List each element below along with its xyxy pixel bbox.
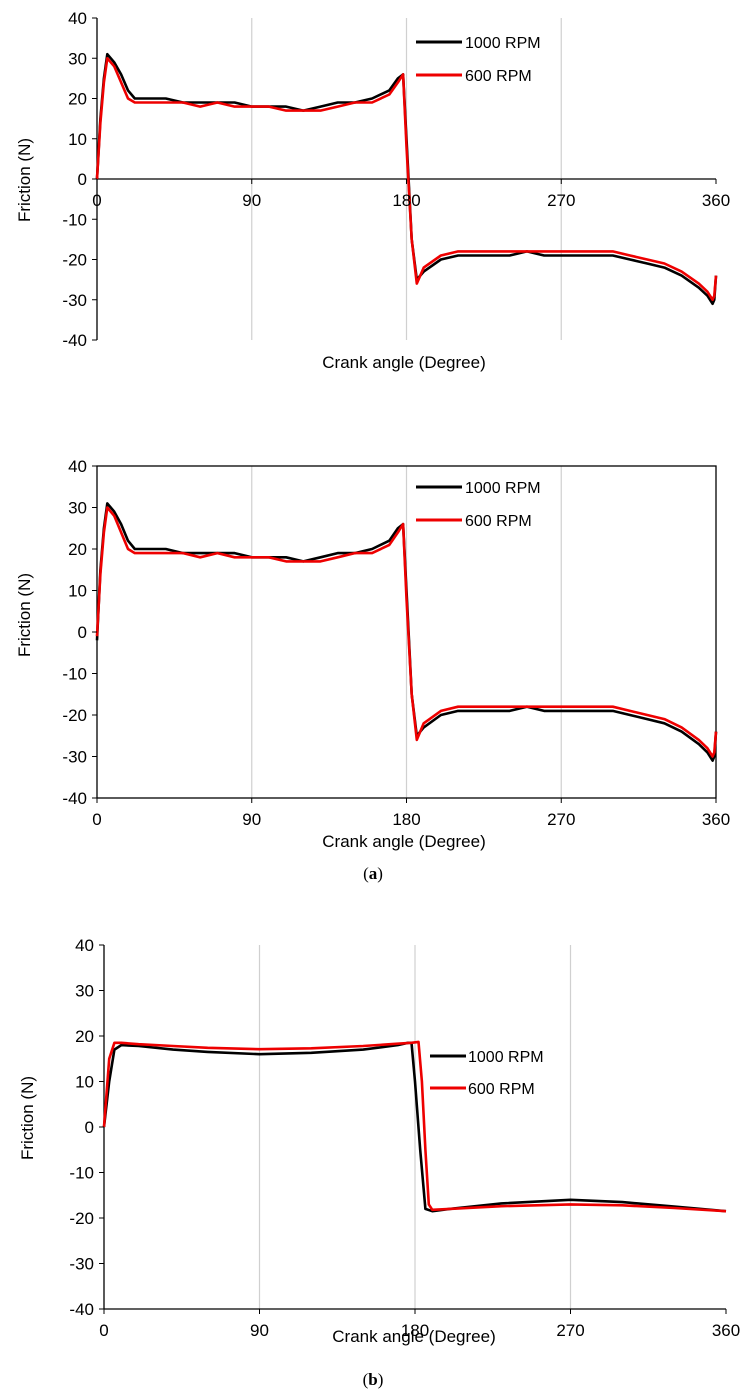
- y-tick-label: -10: [62, 210, 87, 229]
- y-tick-label: 0: [85, 1118, 94, 1137]
- y-tick-label: 0: [78, 170, 87, 189]
- y-tick-label: 10: [68, 130, 87, 149]
- y-tick-label: 20: [68, 90, 87, 109]
- series-line-600-rpm: [95, 56, 718, 302]
- legend-label-1000-rpm: 1000 RPM: [465, 480, 541, 497]
- x-tick-label: 360: [702, 191, 730, 210]
- y-tick-label: -10: [69, 1164, 94, 1183]
- y-tick-label: 10: [68, 582, 87, 601]
- caption-a-letter: a: [368, 864, 378, 883]
- caption-b: (b): [362, 1370, 384, 1389]
- series-line-600-rpm: [95, 506, 718, 758]
- friction-chart-top: 40 30 20 10 0 -10 -20 -30 -40 0 90 180 270 360 Crank…: [15, 9, 730, 372]
- y-tick-label: -30: [69, 1255, 94, 1274]
- legend-label-600-rpm: 600 RPM: [468, 1081, 535, 1098]
- x-tick-label: 180: [392, 810, 420, 829]
- friction-chart-b: 40 30 20 10 0 -10 -20 -30 -40 0 90 180 270 360 Crank…: [18, 936, 740, 1346]
- y-tick-label: -10: [62, 665, 87, 684]
- series-line-600-rpm: [102, 1040, 727, 1213]
- y-axis-title: Friction (N): [15, 573, 34, 657]
- y-tick-label: 10: [75, 1073, 94, 1092]
- x-tick-label: 0: [92, 810, 101, 829]
- y-tick-label: -40: [62, 789, 87, 808]
- caption-a: (a): [363, 864, 383, 883]
- x-tick-label: 180: [401, 1321, 429, 1340]
- x-tick-label: 0: [92, 191, 101, 210]
- legend-label-600-rpm: 600 RPM: [465, 68, 532, 85]
- y-tick-label: 30: [75, 982, 94, 1001]
- friction-chart-a: 40 30 20 10 0 -10 -20 -30 -40 0 90 180 270 360 Crank…: [15, 457, 730, 851]
- y-tick-label: -20: [62, 706, 87, 725]
- caption-b-letter: b: [368, 1370, 378, 1389]
- y-tick-label: 40: [68, 9, 87, 28]
- legend: 1000 RPM 600 RPM: [416, 35, 541, 85]
- x-axis-title: Crank angle (Degree): [322, 353, 485, 372]
- y-tick-label: 40: [68, 457, 87, 476]
- x-axis-title: Crank angle (Degree): [322, 832, 485, 851]
- y-tick-label: -30: [62, 291, 87, 310]
- x-tick-label: 270: [547, 810, 575, 829]
- y-tick-label: 30: [68, 499, 87, 518]
- y-tick-label: 20: [75, 1027, 94, 1046]
- x-tick-label: 360: [712, 1321, 740, 1340]
- legend-label-1000-rpm: 1000 RPM: [465, 35, 541, 52]
- x-tick-label: 90: [242, 810, 261, 829]
- y-tick-label: 0: [78, 623, 87, 642]
- y-tick-label: -40: [69, 1300, 94, 1319]
- y-tick-label: -30: [62, 748, 87, 767]
- y-tick-label: 40: [75, 936, 94, 955]
- y-tick-label: 20: [68, 540, 87, 559]
- x-tick-label: 90: [250, 1321, 269, 1340]
- x-tick-label: 180: [392, 191, 420, 210]
- x-tick-label: 360: [702, 810, 730, 829]
- y-axis-title: Friction (N): [18, 1076, 37, 1160]
- y-tick-label: -20: [62, 251, 87, 270]
- x-tick-label: 270: [556, 1321, 584, 1340]
- x-tick-label: 270: [547, 191, 575, 210]
- legend-label-600-rpm: 600 RPM: [465, 513, 532, 530]
- y-tick-label: 30: [68, 49, 87, 68]
- y-tick-label: -40: [62, 331, 87, 350]
- legend: 1000 RPM 600 RPM: [416, 480, 541, 530]
- legend: 1000 RPM 600 RPM: [430, 1049, 544, 1098]
- x-tick-label: 90: [242, 191, 261, 210]
- x-tick-label: 0: [99, 1321, 108, 1340]
- x-axis-title: Crank angle (Degree): [332, 1327, 495, 1346]
- y-axis-title: Friction (N): [15, 138, 34, 222]
- y-tick-label: -20: [69, 1209, 94, 1228]
- legend-label-1000-rpm: 1000 RPM: [468, 1049, 544, 1066]
